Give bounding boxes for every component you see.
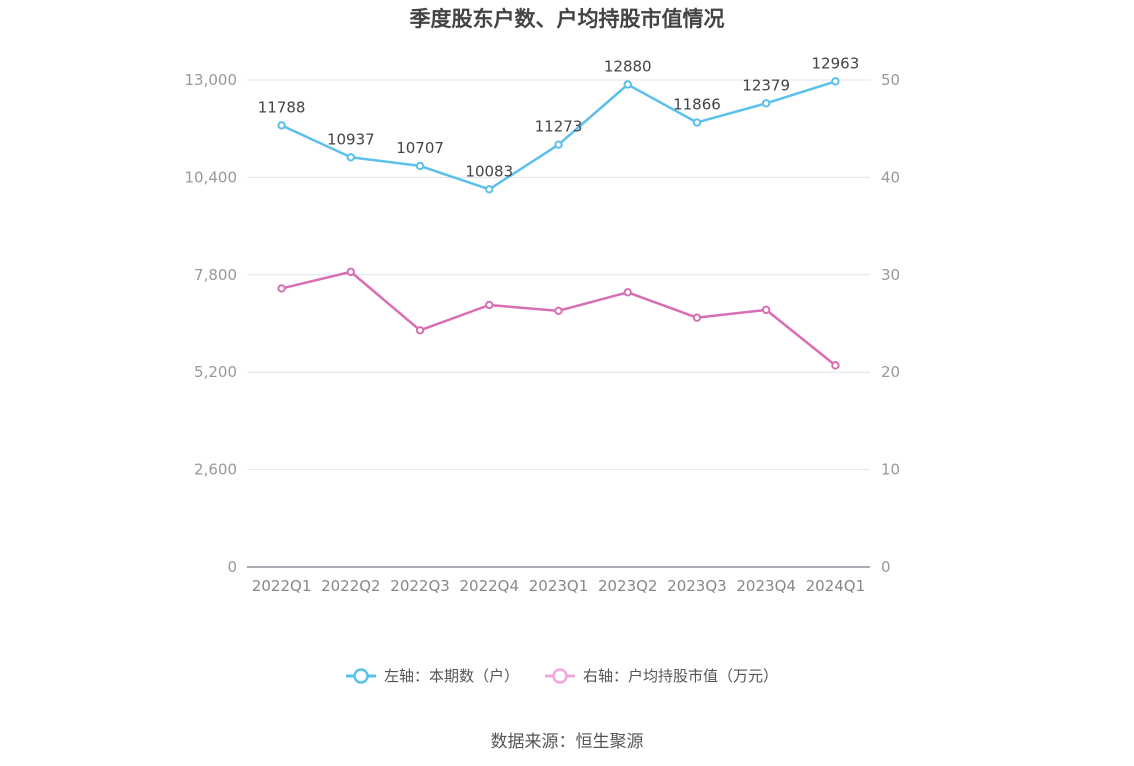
right-tick-label: 10: [881, 461, 900, 479]
data-point[interactable]: [415, 161, 425, 171]
right-tick-label: 40: [881, 168, 900, 186]
left-tick-label: 5,200: [194, 363, 237, 381]
series-group: 11788 10937 10707 10083 11273 12880 11866 12379…: [258, 54, 860, 370]
data-point[interactable]: [761, 305, 771, 315]
right-tick-label: 0: [881, 558, 891, 576]
data-point[interactable]: [623, 288, 632, 297]
data-label: 12379: [742, 76, 790, 94]
left-tick-label: 0: [227, 558, 237, 576]
data-label: 11273: [535, 118, 583, 136]
data-label: 12880: [604, 57, 652, 75]
x-tick-label: 2023Q1: [529, 577, 589, 595]
chart-title: 季度股东户数、户均持股市值情况: [410, 7, 725, 31]
legend-swatch-marker: [353, 668, 369, 684]
data-label: 11866: [673, 95, 721, 113]
data-point[interactable]: [277, 121, 286, 130]
legend-item-2[interactable]: 右轴：户均持股市值（万元）: [545, 667, 778, 685]
data-point[interactable]: [554, 306, 563, 316]
data-point[interactable]: [692, 118, 702, 127]
legend[interactable]: 左轴：本期数（户） 右轴：户均持股市值（万元）: [346, 667, 778, 685]
right-tick-label: 30: [881, 266, 900, 284]
x-tick-label: 2022Q3: [390, 577, 450, 595]
x-tick-label: 2024Q1: [806, 577, 866, 595]
data-point[interactable]: [485, 185, 494, 194]
legend-swatch-marker: [552, 668, 568, 684]
legend-label: 右轴：户均持股市值（万元）: [583, 667, 778, 685]
data-label: 10937: [327, 130, 375, 148]
data-point[interactable]: [831, 361, 840, 370]
data-point[interactable]: [761, 99, 771, 108]
data-point[interactable]: [623, 80, 632, 89]
x-tick-label: 2022Q1: [252, 577, 312, 595]
right-tick-label: 20: [881, 363, 900, 381]
data-point[interactable]: [346, 267, 356, 277]
left-tick-label: 13,000: [185, 71, 238, 89]
data-point[interactable]: [692, 313, 702, 322]
x-tick-label: 2022Q2: [321, 577, 381, 595]
legend-item-1[interactable]: 左轴：本期数（户）: [346, 667, 519, 685]
series-line-2: [281, 270, 837, 367]
data-label: 10083: [465, 162, 513, 180]
source-note: 数据来源：恒生聚源: [491, 732, 644, 752]
left-axis: 0 2,600 5,200 7,800 10,400 13,000: [185, 71, 238, 576]
data-point[interactable]: [554, 140, 563, 149]
x-tick-label: 2022Q4: [460, 577, 520, 595]
data-point[interactable]: [346, 153, 356, 162]
data-label: 12963: [812, 54, 860, 72]
data-point[interactable]: [831, 77, 840, 86]
data-label: 11788: [258, 98, 306, 116]
data-point[interactable]: [277, 284, 286, 293]
data-point[interactable]: [415, 326, 425, 335]
x-tick-label: 2023Q3: [667, 577, 727, 595]
right-tick-label: 50: [881, 71, 900, 89]
x-tick-label: 2023Q4: [736, 577, 796, 595]
x-axis: 2022Q1 2022Q2 2022Q3 2022Q4 2023Q1 2023Q2 2023…: [247, 566, 870, 595]
legend-label: 左轴：本期数（户）: [384, 667, 519, 685]
x-tick-label: 2023Q2: [598, 577, 658, 595]
data-label: 10707: [396, 139, 444, 157]
data-point[interactable]: [485, 300, 494, 310]
left-tick-label: 7,800: [194, 266, 237, 284]
left-tick-label: 10,400: [185, 168, 238, 186]
right-axis: 0 10 20 30 40 50: [881, 71, 900, 576]
left-tick-label: 2,600: [194, 461, 237, 479]
